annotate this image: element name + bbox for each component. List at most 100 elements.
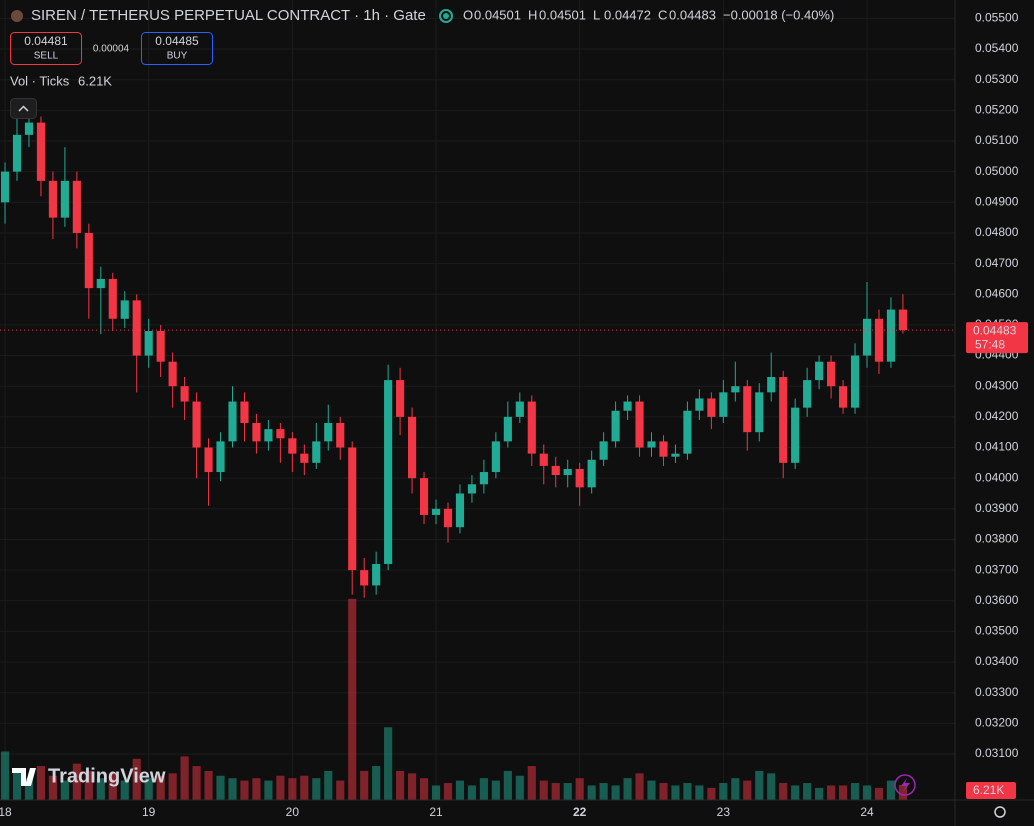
candle-body: [767, 377, 776, 393]
candle-body: [827, 361, 836, 387]
candle-body: [156, 331, 165, 362]
y-tick-label: 0.04300: [975, 378, 1019, 392]
volume-bar: [455, 780, 465, 800]
ohlc-label: C: [658, 7, 667, 22]
y-tick-label: 0.03500: [975, 624, 1019, 638]
candle-body: [551, 465, 560, 476]
candle-body: [240, 401, 249, 423]
candle-body: [563, 468, 572, 476]
volume-bar: [659, 783, 668, 800]
volume-bar: [503, 770, 512, 800]
candle-body: [0, 171, 10, 203]
candle-body: [898, 309, 907, 331]
volume-bar: [647, 780, 656, 800]
logo-icon: [12, 768, 36, 786]
x-tick-label: 24: [860, 805, 874, 819]
sell-price[interactable]: 0.04481: [24, 34, 68, 48]
volume-bar: [419, 778, 429, 800]
candle-body: [419, 478, 429, 515]
candle-body: [264, 429, 273, 442]
ohlc-label: L: [593, 7, 600, 22]
volume-bar: [84, 770, 93, 800]
price-badge: [966, 322, 1028, 354]
candle-body: [312, 441, 321, 463]
candle-body: [479, 472, 488, 485]
volume-bar: [743, 780, 752, 800]
countdown: 57:48: [975, 337, 1005, 351]
candle-body: [108, 278, 117, 319]
candle-body: [348, 447, 357, 571]
volume-bar: [635, 773, 644, 800]
candle-body: [515, 401, 524, 417]
ohlc-label: H: [528, 7, 537, 22]
sell-button[interactable]: [10, 32, 82, 65]
candle-body: [635, 401, 644, 448]
y-tick-label: 0.05300: [975, 72, 1019, 86]
y-tick-label: 0.04800: [975, 225, 1019, 239]
volume-bar: [252, 778, 261, 800]
y-tick-label: 0.04600: [975, 286, 1019, 300]
candle-body: [120, 300, 129, 319]
volume-bar: [551, 783, 560, 800]
buy-price[interactable]: 0.04485: [155, 34, 199, 48]
volume-bar: [132, 758, 141, 800]
settings-icon[interactable]: [994, 806, 1006, 818]
collapse-button[interactable]: [10, 98, 37, 119]
y-tick-label: 0.04100: [975, 440, 1019, 454]
volume-bar: [24, 778, 34, 800]
candle-body: [204, 447, 213, 473]
candle-body: [671, 453, 680, 457]
volume-bar: [443, 783, 453, 800]
volume-bar: [156, 775, 165, 800]
candle-body: [803, 380, 812, 408]
candle-body: [731, 386, 740, 393]
candle-body: [192, 401, 201, 448]
candle-body: [599, 441, 608, 460]
volume-bar: [300, 775, 309, 800]
volume-bar: [60, 780, 69, 800]
candle-body: [815, 361, 824, 381]
candle-body: [252, 422, 261, 442]
candle-body: [360, 570, 369, 586]
y-tick-label: 0.03600: [975, 593, 1019, 607]
volume-bar: [108, 773, 117, 800]
y-tick-label: 0.03300: [975, 685, 1019, 699]
y-tick-label: 0.03900: [975, 501, 1019, 515]
chart-title: SIREN / TETHERUS PERPETUAL CONTRACT · 1h…: [31, 7, 426, 24]
candle-body: [527, 401, 536, 454]
y-tick-label: 0.05500: [975, 11, 1019, 25]
volume-bar: [216, 775, 225, 800]
candle-body: [539, 453, 548, 466]
candle-body: [372, 563, 381, 586]
y-tick-label: 0.04700: [975, 256, 1019, 270]
collapse-icon[interactable]: [18, 105, 29, 112]
candle-body: [886, 309, 896, 362]
volume-bar: [683, 783, 692, 800]
volume-bar: [515, 775, 524, 800]
volume-bar: [767, 773, 776, 800]
alert-icon[interactable]: [894, 774, 916, 796]
candle-body: [455, 493, 465, 528]
buy-label[interactable]: BUY: [167, 51, 188, 62]
candle-body: [60, 180, 69, 218]
volume-bar: [695, 785, 704, 800]
candle-body: [575, 468, 584, 488]
buy-button[interactable]: [141, 32, 213, 65]
volume-bar: [886, 780, 896, 800]
candle-body: [276, 429, 285, 439]
volume-bar: [324, 770, 333, 800]
volume-bar: [527, 766, 536, 800]
y-tick-label: 0.04200: [975, 409, 1019, 423]
volume-bar: [491, 780, 500, 800]
sell-label[interactable]: SELL: [34, 51, 59, 62]
candle-body: [431, 508, 441, 515]
volume-bar: [192, 766, 201, 800]
spread: 0.00004: [93, 44, 130, 55]
y-tick-label: 0.04900: [975, 194, 1019, 208]
y-tick-label: 0.05100: [975, 133, 1019, 147]
candle-body: [467, 484, 477, 494]
candle-body: [707, 398, 716, 417]
y-tick-label: 0.03100: [975, 746, 1019, 760]
alert-bolt[interactable]: [901, 778, 910, 792]
